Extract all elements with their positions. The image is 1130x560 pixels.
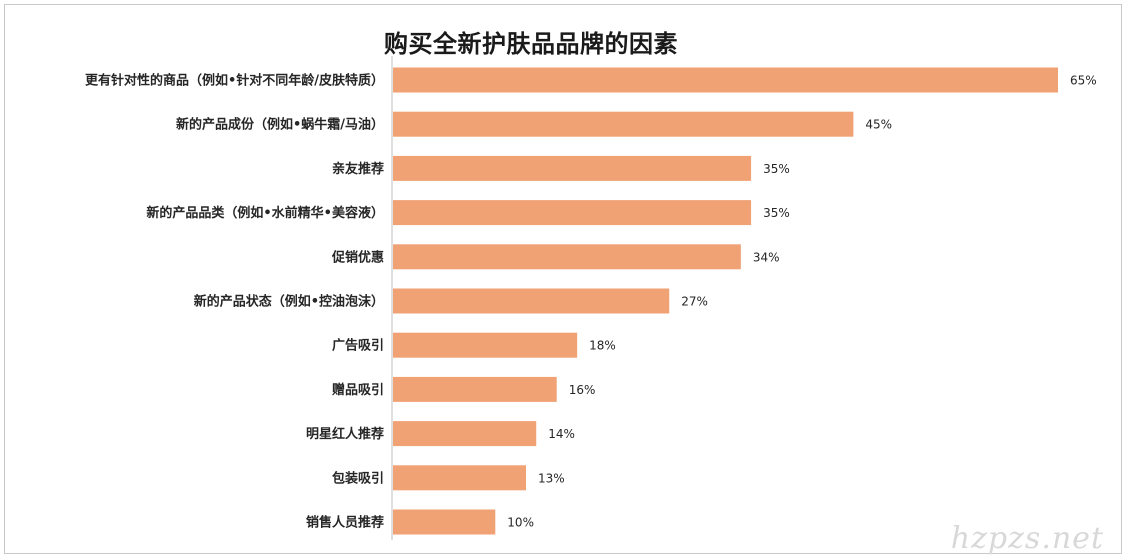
bar [393,332,578,358]
bar [393,376,557,402]
bar [393,111,854,137]
value-label: 18% [589,339,616,353]
watermark: hzpzs.net [950,521,1104,556]
value-label: 35% [763,206,790,220]
value-labels-group: 65% 45% 35% 35% 34% 27% 18% 16% 14% 13% 10% [507,74,1096,530]
bar [393,244,741,270]
category-label: 更有针对性的商品（例如•针对不同年龄/皮肤特质） [85,73,384,89]
bar [393,200,752,226]
bar [393,465,526,491]
chart-frame [4,4,1122,554]
value-label: 45% [865,118,892,132]
category-label: 亲友推荐 [332,161,384,177]
chart-title: 购买全新护肤品品牌的因素 [384,30,678,58]
value-label: 34% [753,250,780,264]
value-label: 14% [548,427,575,441]
value-label: 10% [507,516,534,530]
category-label: 新的产品成份（例如•蜗牛霜/马油） [176,117,384,133]
category-labels-group: 更有针对性的商品（例如•针对不同年龄/皮肤特质） 新的产品成份（例如•蜗牛霜/马油… [85,73,384,531]
category-label: 新的产品状态（例如•控油泡沫） [194,294,384,310]
category-label: 明星红人推荐 [306,426,384,442]
category-label: 广告吸引 [332,338,384,354]
category-label: 新的产品品类（例如•水前精华•美容液） [146,205,384,221]
value-label: 35% [763,162,790,176]
bars-group [393,67,1058,535]
category-label: 销售人员推荐 [306,515,384,531]
value-label: 65% [1070,74,1097,88]
bar [393,421,537,447]
category-label: 促销优惠 [331,249,384,265]
bar [393,155,752,181]
bar [393,67,1058,93]
value-label: 27% [681,295,708,309]
bar [393,288,670,314]
bar [393,509,496,535]
value-label: 16% [569,383,596,397]
category-label: 赠品吸引 [332,382,384,398]
value-label: 13% [538,471,565,485]
category-label: 包装吸引 [332,470,384,486]
